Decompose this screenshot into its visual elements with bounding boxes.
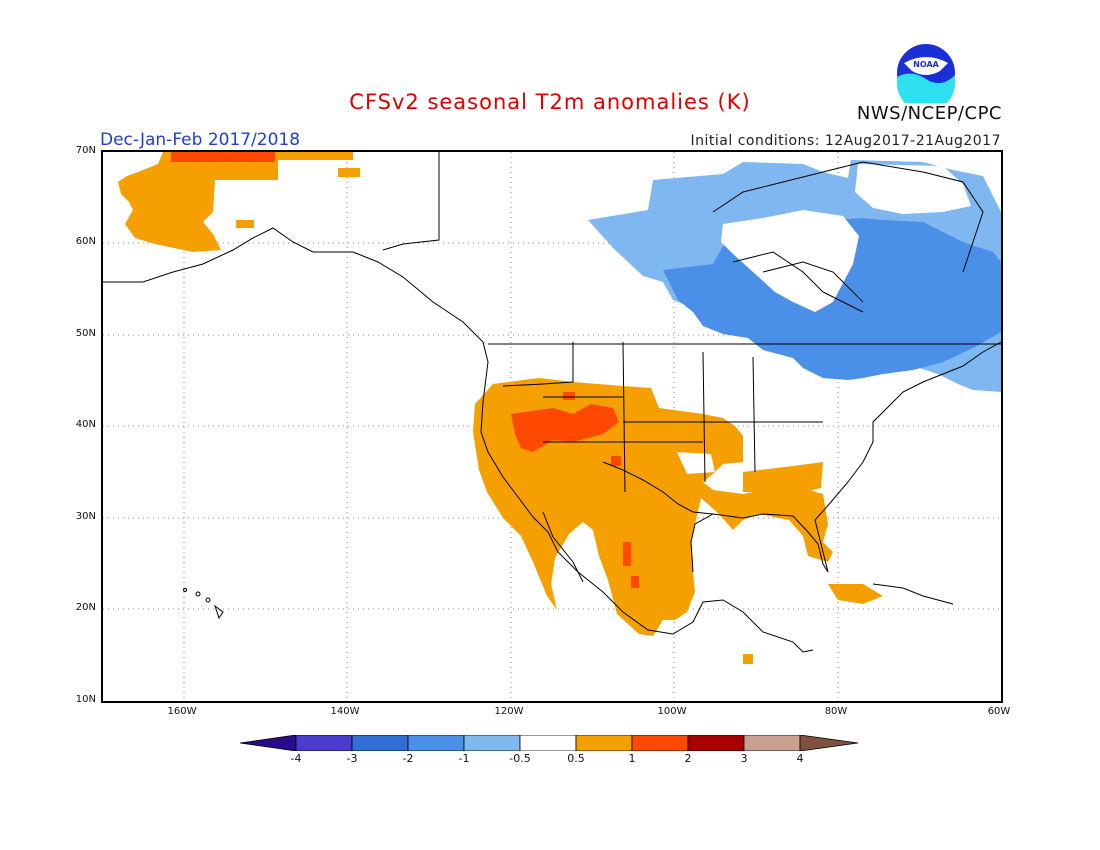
southeast-warm-region (743, 462, 823, 492)
colorbar-segment (743, 735, 801, 751)
colorbar-segment (407, 735, 465, 751)
lon-label-80w: 80W (824, 706, 848, 717)
cuba-warm-region (828, 584, 883, 604)
hawaii-islands (183, 588, 224, 620)
rockies-hot-patch (563, 392, 575, 400)
colorbar-label: -0.5 (509, 752, 531, 765)
alaska-warm-patch (236, 220, 254, 228)
lat-label-40n: 40N (75, 419, 96, 430)
colorbar-label: -2 (402, 752, 414, 765)
lat-label-10n: 10N (75, 694, 96, 705)
logo-text: NOAA (913, 60, 939, 69)
period-label: Dec-Jan-Feb 2017/2018 (100, 130, 301, 150)
lon-label-160w: 160W (167, 706, 197, 717)
colorbar-label: 3 (740, 752, 748, 765)
lat-label-50n: 50N (75, 328, 96, 339)
colorbar-label: 0.5 (567, 752, 585, 765)
noaa-logo-icon: NOAA (897, 44, 955, 103)
lat-label-60n: 60N (75, 236, 96, 247)
lon-label-140w: 140W (330, 706, 360, 717)
colorbar-label: 4 (796, 752, 804, 765)
rockies-hot-region (511, 404, 619, 452)
colorbar-label: -1 (458, 752, 470, 765)
colorbar-segment (240, 735, 297, 751)
colorbar-segment (351, 735, 409, 751)
mexico-hot-patch (631, 576, 639, 588)
alaska-warm-region (118, 152, 353, 252)
great-plains-white-gap (677, 452, 715, 474)
lon-label-60w: 60W (987, 706, 1011, 717)
lon-label-120w: 120W (494, 706, 524, 717)
lat-label-70n: 70N (75, 145, 96, 156)
colorbar-segment (463, 735, 521, 751)
chart-title: CFSv2 seasonal T2m anomalies (K) (349, 90, 751, 114)
anomaly-fields (118, 152, 1001, 664)
initial-conditions-label: Initial conditions: 12Aug2017-21Aug2017 (690, 133, 1001, 149)
colorbar-label: 1 (628, 752, 636, 765)
rockies-hot-patch (611, 456, 621, 466)
canada-white-interior (721, 210, 859, 312)
colorbar-label: 2 (684, 752, 692, 765)
mexico-south-warm-patch (743, 654, 753, 664)
colorbar-segment (687, 735, 745, 751)
agency-label: NWS/NCEP/CPC (856, 103, 1002, 124)
coastlines (103, 152, 1001, 653)
colorbar (240, 735, 859, 751)
colorbar-segment (519, 735, 577, 751)
lon-label-100w: 100W (657, 706, 687, 717)
colorbar-label: -4 (290, 752, 302, 765)
lat-label-20n: 20N (75, 602, 96, 613)
colorbar-segment (631, 735, 689, 751)
colorbar-segment (575, 735, 633, 751)
colorbar-segment (295, 735, 353, 751)
alaska-red-region (171, 152, 275, 162)
mexico-hot-patch (623, 542, 631, 566)
anomaly-map (101, 150, 1003, 703)
colorbar-label: -3 (346, 752, 358, 765)
lat-label-30n: 30N (75, 511, 96, 522)
colorbar-segment (799, 735, 859, 751)
alaska-warm-patch (338, 168, 360, 177)
